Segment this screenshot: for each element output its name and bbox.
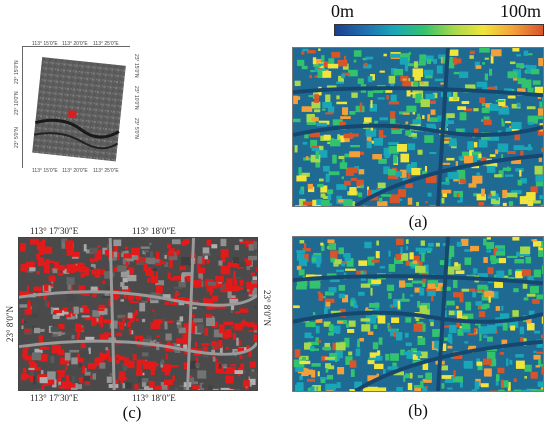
c-top-lon-1: 113° 17′30″E	[30, 226, 79, 236]
colorbar-min-label: 0m	[331, 1, 355, 21]
caption-c: (c)	[122, 403, 142, 422]
loc-bottom-tick-3: 113° 25′0″E	[93, 168, 119, 174]
overlay-image-c	[18, 237, 258, 391]
loc-left-tick-3: 23° 5′0″N	[14, 127, 20, 148]
loc-right-tick-1: 23° 15′0″N	[133, 54, 139, 78]
loc-top-tick-3: 113° 25′0″E	[93, 41, 119, 47]
loc-top-tick-1: 113° 15′0″E	[32, 41, 58, 47]
loc-bottom-tick-1: 113° 15′0″E	[32, 168, 58, 174]
height-colorbar	[334, 24, 544, 36]
caption-b: (b)	[408, 401, 428, 420]
height-map-a	[292, 47, 544, 207]
colorbar-max-label: 100m	[500, 1, 542, 21]
loc-top-tick-2: 113° 20′0″E	[62, 41, 88, 47]
c-bottom-lon-2: 113° 18′0″E	[132, 393, 176, 403]
location-map	[22, 46, 131, 169]
loc-left-tick-2: 23° 10′0″N	[14, 91, 20, 115]
c-right-lat: 23° 8′0″N	[262, 290, 272, 327]
c-top-lon-2: 113° 18′0″E	[132, 226, 176, 236]
caption-a: (a)	[408, 212, 428, 231]
height-map-b	[292, 236, 544, 392]
loc-right-tick-3: 23° 5′0″N	[133, 118, 139, 139]
loc-right-tick-2: 23° 10′0″N	[133, 86, 139, 110]
loc-left-tick-1: 23° 15′0″N	[14, 60, 20, 84]
loc-bottom-tick-2: 113° 20′0″E	[62, 168, 88, 174]
c-bottom-lon-1: 113° 17′30″E	[30, 393, 79, 403]
river	[34, 118, 120, 139]
c-left-lat: 23° 8′0″N	[5, 305, 15, 342]
study-area-marker	[68, 110, 77, 118]
